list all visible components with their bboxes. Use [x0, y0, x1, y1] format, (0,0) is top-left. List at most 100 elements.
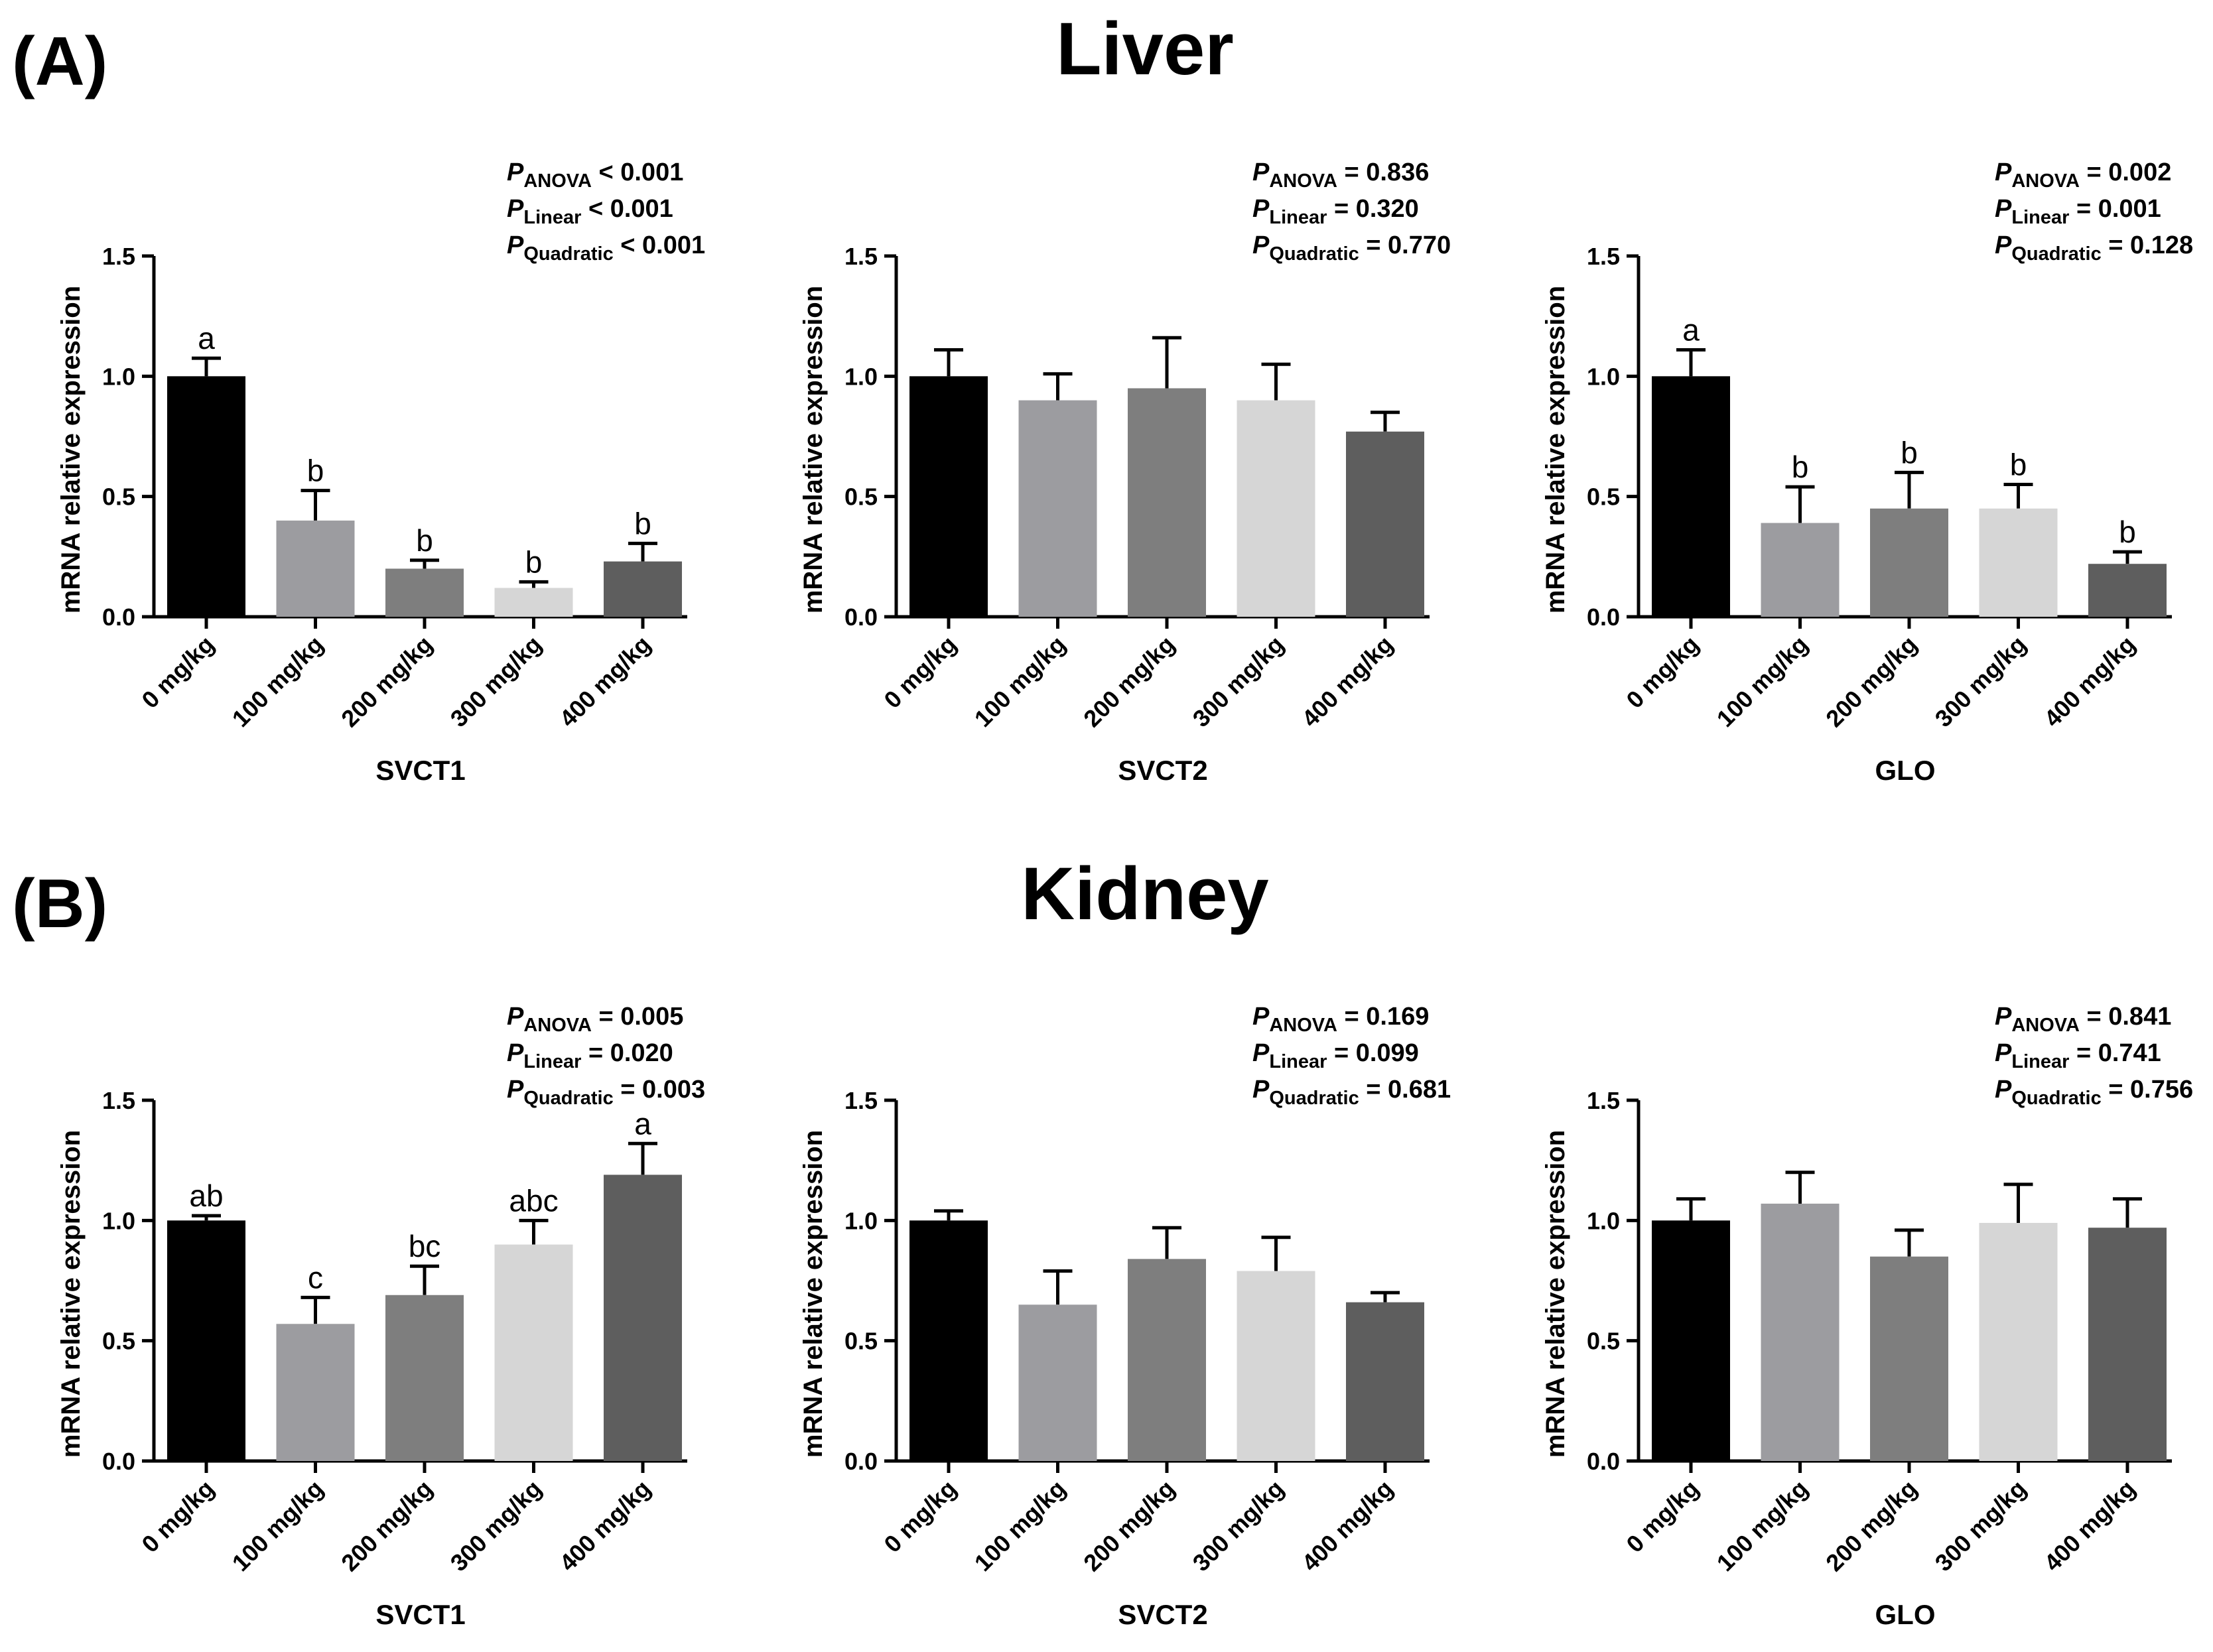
p-value-line: PLinear = 0.020: [507, 1039, 673, 1072]
bar: [1761, 1203, 1840, 1461]
y-tick-label: 1.5: [102, 243, 135, 270]
x-tick-label: 0 mg/kg: [136, 631, 219, 714]
section-title-kidney: Kidney: [1021, 852, 1268, 935]
x-tick-label: 400 mg/kg: [2039, 631, 2141, 733]
bar: [276, 520, 355, 617]
bar: [909, 1220, 988, 1461]
x-tick-label: 100 mg/kg: [969, 631, 1071, 733]
significance-letter: b: [1901, 435, 1918, 470]
bar: [494, 588, 573, 617]
significance-letter: b: [416, 523, 433, 558]
p-value-line: PQuadratic = 0.770: [1252, 231, 1451, 265]
p-value-line: PQuadratic = 0.003: [507, 1076, 705, 1109]
x-tick-label: 100 mg/kg: [227, 1475, 329, 1577]
x-axis-label: GLO: [1875, 1599, 1936, 1630]
y-tick-label: 0.0: [1587, 604, 1620, 631]
y-tick-label: 1.5: [1587, 243, 1620, 270]
bar: [1018, 400, 1097, 617]
chart-liver-svct2: 0.0 0.5 1.0 1.5 mRNA relative expression 0 mg…: [799, 159, 1451, 786]
p-value-line: PQuadratic < 0.001: [507, 231, 705, 265]
y-tick-label: 0.5: [844, 1328, 878, 1355]
bar: [604, 1175, 682, 1461]
p-value-line: PANOVA < 0.001: [507, 159, 683, 192]
significance-letter: c: [308, 1260, 323, 1295]
bar: [167, 376, 245, 617]
bar: [385, 1295, 464, 1461]
section-title-liver: Liver: [1056, 7, 1234, 90]
chart-liver-glo: 0.0 0.5 1.0 1.5 mRNA relative expression 0 mg…: [1541, 159, 2193, 786]
x-tick-label: 400 mg/kg: [554, 631, 656, 733]
panel-letter-a: (A): [12, 23, 107, 100]
significance-letter: b: [2119, 515, 2136, 549]
y-tick-label: 1.0: [844, 1207, 878, 1234]
bar: [167, 1220, 245, 1461]
panel-letter-b: (B): [12, 865, 107, 942]
y-tick-label: 0.5: [102, 483, 135, 511]
p-value-line: PLinear < 0.001: [507, 195, 673, 228]
y-tick-label: 1.5: [844, 243, 878, 270]
p-value-line: PANOVA = 0.002: [1995, 159, 2171, 192]
significance-letter: a: [198, 321, 215, 355]
significance-letter: bc: [409, 1229, 441, 1263]
chart-kidney-svct2: 0.0 0.5 1.0 1.5 mRNA relative expression 0 mg…: [799, 1003, 1451, 1630]
bar: [1128, 1259, 1206, 1461]
x-axis-label: SVCT2: [1118, 1599, 1207, 1630]
x-tick-label: 400 mg/kg: [1296, 1475, 1398, 1577]
bar: [385, 568, 464, 617]
y-tick-label: 0.5: [102, 1328, 135, 1355]
x-tick-label: 300 mg/kg: [1187, 631, 1290, 733]
p-value-line: PLinear = 0.320: [1252, 195, 1419, 228]
p-value-line: PQuadratic = 0.756: [1995, 1076, 2193, 1109]
bar: [1128, 388, 1206, 617]
x-tick-label: 300 mg/kg: [1930, 1475, 2032, 1577]
p-value-line: PANOVA = 0.005: [507, 1003, 683, 1036]
x-tick-label: 100 mg/kg: [1711, 1475, 1814, 1577]
y-tick-label: 1.0: [1587, 363, 1620, 390]
x-tick-label: 100 mg/kg: [227, 631, 329, 733]
y-tick-label: 1.0: [102, 363, 135, 390]
significance-letter: b: [307, 454, 324, 488]
x-tick-label: 0 mg/kg: [1621, 1475, 1704, 1558]
bar: [494, 1244, 573, 1461]
significance-letter: abc: [509, 1183, 558, 1218]
x-tick-label: 200 mg/kg: [336, 1475, 438, 1577]
significance-letter: b: [525, 544, 543, 579]
x-axis-label: SVCT1: [375, 1599, 465, 1630]
bar: [1870, 508, 1948, 617]
x-axis-label: SVCT1: [375, 755, 465, 786]
p-value-line: PLinear = 0.741: [1995, 1039, 2161, 1072]
p-value-line: PLinear = 0.001: [1995, 195, 2161, 228]
y-tick-label: 0.5: [1587, 1328, 1620, 1355]
bar: [909, 376, 988, 617]
p-value-line: PANOVA = 0.169: [1252, 1003, 1429, 1036]
bar: [1979, 508, 2058, 617]
x-tick-label: 0 mg/kg: [136, 1475, 219, 1558]
x-tick-label: 300 mg/kg: [1187, 1475, 1290, 1577]
p-value-line: PANOVA = 0.841: [1995, 1003, 2171, 1036]
x-axis-label: GLO: [1875, 755, 1936, 786]
y-axis-label: mRNA relative expression: [799, 1130, 828, 1458]
bar: [1018, 1304, 1097, 1461]
x-tick-label: 300 mg/kg: [1930, 631, 2032, 733]
x-tick-label: 300 mg/kg: [445, 631, 547, 733]
bar: [1237, 1271, 1315, 1461]
y-tick-label: 0.0: [1587, 1448, 1620, 1475]
y-tick-label: 0.0: [102, 604, 135, 631]
bar: [1237, 400, 1315, 617]
y-tick-label: 0.0: [844, 1448, 878, 1475]
x-tick-label: 100 mg/kg: [969, 1475, 1071, 1577]
x-tick-label: 200 mg/kg: [1078, 1475, 1180, 1577]
bar: [2088, 564, 2167, 617]
bar: [276, 1324, 355, 1461]
y-tick-label: 1.0: [1587, 1207, 1620, 1234]
x-tick-label: 300 mg/kg: [445, 1475, 547, 1577]
y-tick-label: 0.5: [1587, 483, 1620, 511]
p-value-line: PQuadratic = 0.128: [1995, 231, 2193, 265]
y-tick-label: 1.0: [844, 363, 878, 390]
y-axis-label: mRNA relative expression: [56, 1130, 86, 1458]
significance-letter: ab: [189, 1178, 223, 1213]
bar: [1346, 1302, 1424, 1461]
x-tick-label: 200 mg/kg: [1078, 631, 1180, 733]
x-tick-label: 400 mg/kg: [1296, 631, 1398, 733]
chart-kidney-glo: 0.0 0.5 1.0 1.5 mRNA relative expression 0 mg…: [1541, 1003, 2193, 1630]
